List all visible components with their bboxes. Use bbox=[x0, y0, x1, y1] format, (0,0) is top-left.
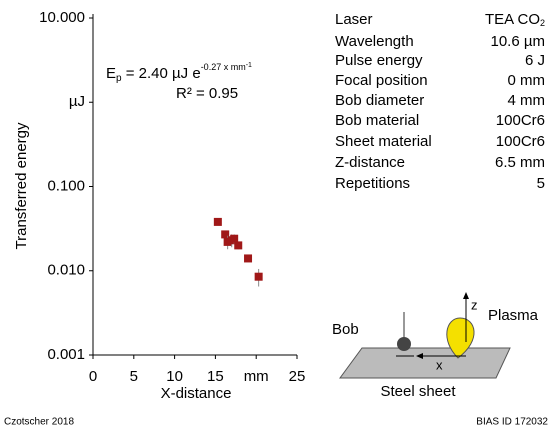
param-name: Bob material bbox=[335, 112, 419, 129]
footer-left: Czotscher 2018 bbox=[4, 417, 74, 428]
param-value: 10.6 µm bbox=[491, 33, 546, 50]
param-name: Wavelength bbox=[335, 33, 414, 50]
sheet-label: Steel sheet bbox=[380, 383, 456, 400]
eq-part: = 2.40 µJ e bbox=[122, 65, 201, 82]
y-axis-label: Transferred energy bbox=[13, 122, 30, 250]
param-value-text: 6.5 mm bbox=[495, 154, 545, 171]
plasma-label: Plasma bbox=[488, 307, 539, 324]
param-name: Laser bbox=[335, 11, 373, 28]
arrow-head bbox=[416, 353, 423, 359]
param-value: TEA CO2 bbox=[485, 11, 545, 28]
x-tick-label: 5 bbox=[130, 368, 138, 385]
y-tick-label: 0.010 bbox=[47, 262, 85, 279]
param-value: 5 bbox=[537, 175, 545, 192]
x-tick-label: mm bbox=[244, 368, 269, 385]
param-name: Pulse energy bbox=[335, 52, 423, 69]
plasma bbox=[446, 317, 475, 359]
eq-part: E bbox=[106, 65, 116, 82]
param-value: 6.5 mm bbox=[495, 154, 545, 171]
param-value-text: TEA CO bbox=[485, 11, 540, 28]
param-value: 4 mm bbox=[508, 92, 546, 109]
bob-label: Bob bbox=[332, 321, 359, 338]
param-name: Z-distance bbox=[335, 154, 405, 171]
x-tick-label: 15 bbox=[207, 368, 224, 385]
param-value: 6 J bbox=[525, 52, 545, 69]
x-tick-label: 25 bbox=[289, 368, 306, 385]
z-label: z bbox=[471, 297, 478, 312]
param-name: Sheet material bbox=[335, 133, 432, 150]
arrow-head bbox=[463, 292, 469, 299]
sheet bbox=[339, 347, 511, 379]
param-name: Repetitions bbox=[335, 175, 410, 192]
point bbox=[213, 217, 222, 226]
eq-part: -1 bbox=[246, 62, 252, 69]
eq-part: p bbox=[116, 73, 122, 84]
y-tick-label: 10.000 bbox=[39, 9, 85, 26]
point bbox=[234, 241, 243, 250]
x-tick-label: 0 bbox=[89, 368, 97, 385]
param-value-text: 4 mm bbox=[508, 92, 546, 109]
param-value: 0 mm bbox=[508, 72, 546, 89]
diagram: Bob Plasma z x Steel sheet bbox=[332, 292, 539, 400]
param-value-text: 0 mm bbox=[508, 72, 546, 89]
point bbox=[221, 230, 230, 239]
param-name: Bob diameter bbox=[335, 92, 424, 109]
point bbox=[230, 234, 239, 243]
param-value-text: 10.6 µm bbox=[491, 33, 546, 50]
param-value-text: 6 J bbox=[525, 52, 545, 69]
param-value-text: 5 bbox=[537, 175, 545, 192]
x-tick-label: 10 bbox=[166, 368, 183, 385]
footer-right: BIAS ID 172032 bbox=[476, 417, 548, 428]
point bbox=[244, 254, 253, 263]
param-value: 100Cr6 bbox=[496, 112, 545, 129]
x-axis-label: X-distance bbox=[161, 385, 232, 402]
param-value-text: 100Cr6 bbox=[496, 133, 545, 150]
y-tick-label: µJ bbox=[69, 93, 85, 110]
point bbox=[254, 272, 263, 281]
param-value-text: 100Cr6 bbox=[496, 112, 545, 129]
y-tick-label: 0.001 bbox=[47, 346, 85, 363]
equation: Ep = 2.40 µJ e-0.27 x mm-1 bbox=[106, 62, 252, 84]
param-value: 100Cr6 bbox=[496, 133, 545, 150]
r-squared: R² = 0.95 bbox=[176, 85, 238, 102]
param-value-sub: 2 bbox=[540, 18, 545, 28]
point bbox=[223, 237, 232, 246]
x-label: x bbox=[436, 357, 443, 372]
y-tick-label: 0.100 bbox=[47, 177, 85, 194]
param-name: Focal position bbox=[335, 72, 428, 89]
eq-part: -0.27 x mm bbox=[201, 62, 246, 72]
bob bbox=[397, 337, 411, 351]
